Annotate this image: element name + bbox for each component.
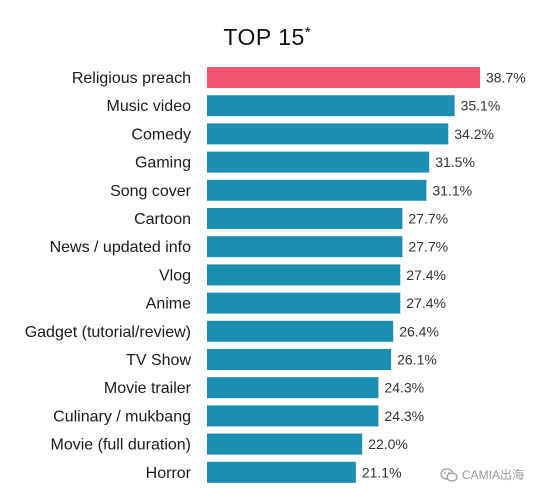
chart-title-wrap: TOP 15* xyxy=(0,24,534,51)
bar-1 xyxy=(207,67,480,88)
value-label-7: 27.7% xyxy=(408,239,448,255)
value-label-11: 26.1% xyxy=(397,352,437,368)
bar-2 xyxy=(207,95,455,117)
bar-14 xyxy=(207,433,363,455)
category-label-3: Comedy xyxy=(131,126,191,143)
category-label-5: Song cover xyxy=(110,183,192,200)
bar-3 xyxy=(207,123,449,145)
bar-13 xyxy=(207,405,379,427)
value-label-6: 27.7% xyxy=(408,211,448,227)
value-label-10: 26.4% xyxy=(399,323,439,339)
category-label-6: Cartoon xyxy=(134,211,191,228)
category-label-2: Music video xyxy=(107,98,192,115)
value-label-5: 31.1% xyxy=(432,182,472,198)
watermark-text: CAMIA出海 xyxy=(461,468,524,482)
chart-title: TOP 15 xyxy=(223,24,305,50)
value-label-2: 35.1% xyxy=(461,98,501,114)
bar-12 xyxy=(207,377,379,399)
bar-9 xyxy=(207,292,401,314)
category-label-14: Movie (full duration) xyxy=(51,437,192,454)
bar-7 xyxy=(207,236,403,258)
category-label-11: TV Show xyxy=(126,352,191,369)
value-labels-layer: 38.7% 35.1% 34.2% 31.5% 31.1% 27.7% 27.7% 27.4%… xyxy=(362,70,526,481)
wechat-icon xyxy=(440,467,458,482)
bar-4 xyxy=(207,151,430,173)
value-label-1: 38.7% xyxy=(486,70,526,86)
category-labels-layer: Religious preach Music video Comedy Gaming S… xyxy=(25,70,192,482)
value-label-15: 21.1% xyxy=(362,464,402,480)
value-label-13: 24.3% xyxy=(384,408,424,424)
value-label-14: 22.0% xyxy=(368,436,408,452)
category-label-8: Vlog xyxy=(159,267,191,284)
watermark: CAMIA出海 xyxy=(440,466,524,483)
value-label-3: 34.2% xyxy=(454,126,494,142)
category-label-4: Gaming xyxy=(135,155,191,172)
value-label-12: 24.3% xyxy=(384,380,424,396)
category-label-10: Gadget (tutorial/review) xyxy=(25,324,191,341)
category-label-15: Horror xyxy=(146,465,192,482)
title-marker: * xyxy=(304,23,311,41)
value-label-9: 27.4% xyxy=(406,295,446,311)
bar-8 xyxy=(207,264,401,286)
value-label-4: 31.5% xyxy=(435,154,475,170)
bar-15 xyxy=(207,461,356,483)
category-label-13: Culinary / mukbang xyxy=(53,408,191,425)
category-label-7: News / updated info xyxy=(50,239,192,256)
category-label-9: Anime xyxy=(146,296,191,313)
bar-10 xyxy=(207,320,394,342)
category-label-12: Movie trailer xyxy=(104,380,192,397)
bar-11 xyxy=(207,349,392,370)
bar-6 xyxy=(207,208,403,229)
bars-layer xyxy=(207,67,480,483)
bar-5 xyxy=(207,179,427,201)
value-label-8: 27.4% xyxy=(406,267,446,283)
category-label-1: Religious preach xyxy=(72,70,191,87)
